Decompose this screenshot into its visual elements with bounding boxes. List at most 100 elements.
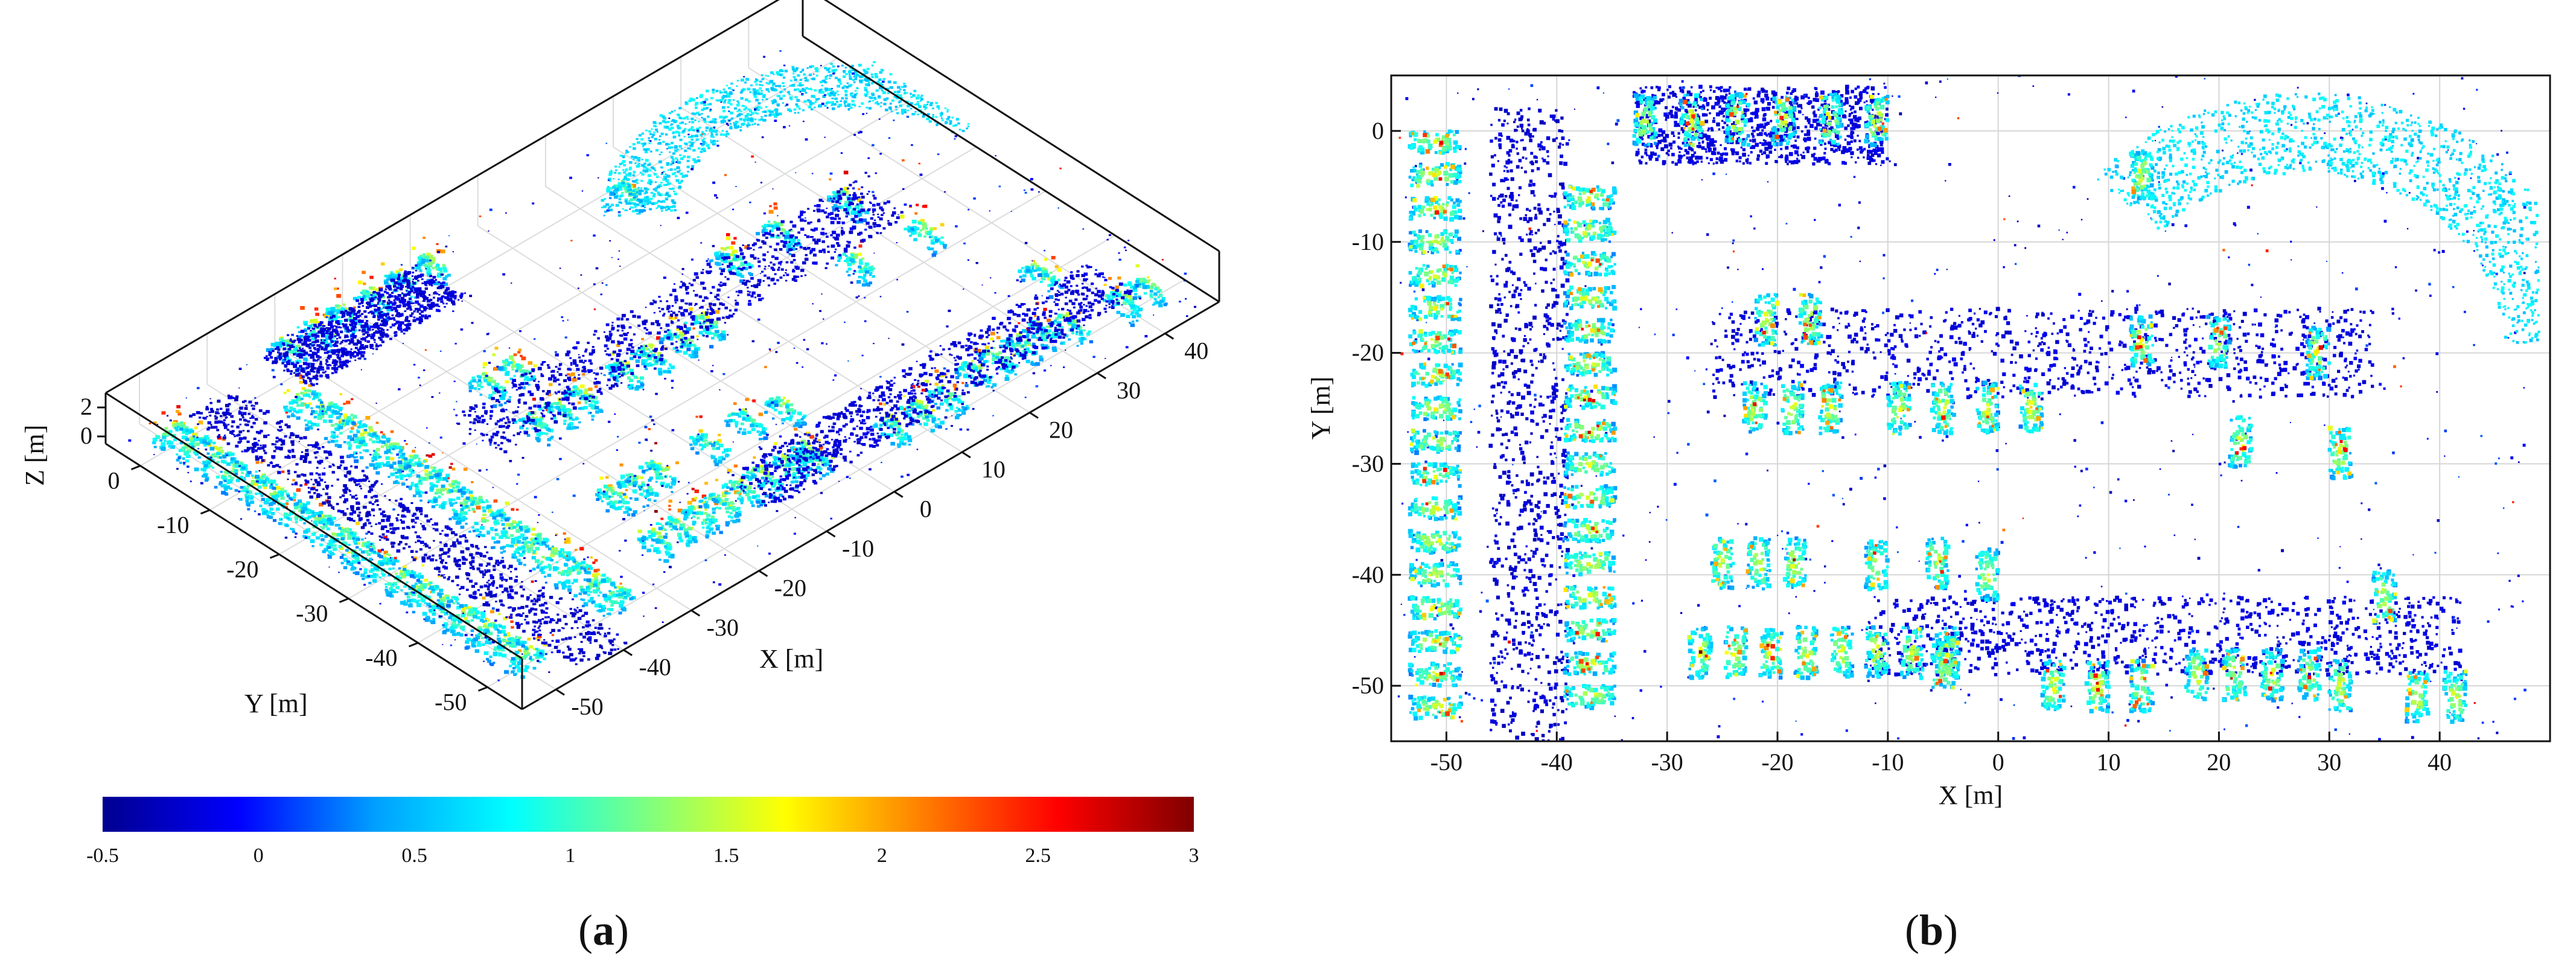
- panel-a-point: [457, 517, 461, 520]
- panel-a-point: [947, 380, 952, 384]
- panel-a-point: [823, 457, 829, 461]
- panel-a-point: [562, 651, 565, 654]
- panel-a-point: [923, 413, 928, 416]
- panel-a-point: [613, 504, 616, 507]
- panel-a-point: [568, 554, 571, 557]
- panel-a-point: [1065, 296, 1067, 299]
- panel-a-point: [829, 459, 833, 463]
- panel-a-point: [596, 572, 601, 576]
- panel-a-point: [808, 450, 812, 453]
- panel-a-point: [410, 550, 414, 553]
- panel-a-point: [512, 666, 516, 670]
- panel-a-point: [642, 535, 646, 539]
- panel-a-point: [703, 503, 708, 507]
- panel-a-point: [715, 525, 718, 527]
- panel-a-point: [992, 357, 995, 360]
- panel-a-point: [634, 497, 639, 501]
- panel-a-point: [937, 354, 940, 356]
- panel-a-point: [709, 527, 713, 531]
- panel-a-point: [582, 614, 585, 617]
- panel-a-point: [806, 450, 811, 453]
- panel-a-point: [907, 406, 910, 409]
- panel-a-point: [598, 595, 601, 597]
- panel-a-point: [786, 445, 788, 447]
- panel-a-point: [785, 463, 789, 467]
- panel-a-point: [545, 432, 549, 435]
- panel-a-point: [928, 398, 931, 401]
- panel-a-point: [608, 612, 611, 616]
- panel-a-point: [992, 340, 995, 342]
- panel-a-point: [699, 438, 703, 441]
- panel-a-point: [533, 637, 536, 640]
- panel-a-point: [589, 642, 592, 644]
- panel-a-point: [536, 542, 540, 545]
- panel-a-point: [435, 607, 438, 610]
- panel-a-point: [1060, 326, 1063, 328]
- panel-a-point: [495, 601, 497, 602]
- panel-a-point: [778, 458, 782, 461]
- panel-a-point: [1098, 272, 1101, 275]
- panel-a-point: [450, 630, 454, 633]
- panel-a-point: [934, 389, 938, 392]
- panel-a-point: [1142, 277, 1146, 281]
- panel-a-point: [1006, 345, 1010, 348]
- panel-a-point: [705, 519, 708, 521]
- panel-a-point: [992, 389, 995, 392]
- panel-a-point: [779, 493, 783, 497]
- panel-a-point: [1101, 290, 1105, 293]
- panel-a-point: [930, 239, 934, 242]
- panel-a-point: [444, 525, 449, 529]
- panel-a-point: [618, 500, 622, 503]
- panel-a-point: [779, 478, 782, 480]
- panel-a-point: [482, 596, 486, 600]
- panel-a-point: [586, 631, 590, 634]
- panel-a-point: [1108, 306, 1111, 308]
- panel-a-point: [890, 419, 895, 423]
- panel-a-point: [1125, 346, 1129, 349]
- panel-a-point: [539, 563, 543, 565]
- panel-a-point: [488, 557, 493, 560]
- panel-a-point: [735, 412, 739, 416]
- panel-a-point: [1156, 290, 1161, 293]
- panel-a-point: [812, 479, 817, 483]
- panel-a-point: [451, 633, 456, 636]
- panel-a-point: [347, 551, 351, 554]
- panel-a-point: [605, 490, 609, 493]
- panel-a-point: [771, 448, 775, 452]
- panel-a-point: [499, 511, 504, 515]
- panel-a-point: [357, 561, 361, 564]
- panel-a-point: [983, 360, 987, 363]
- panel-a-point: [437, 490, 442, 494]
- panel-a-point: [473, 502, 477, 506]
- panel-a-point: [852, 273, 855, 275]
- panel-a-point: [721, 493, 727, 497]
- panel-a-point: [492, 516, 497, 520]
- panel-a-point: [1019, 275, 1022, 278]
- panel-a-point: [779, 404, 783, 407]
- panel-a-point: [1102, 276, 1105, 278]
- panel-a-point: [1025, 359, 1030, 363]
- panel-a-point: [579, 633, 583, 636]
- panel-a-point: [791, 457, 795, 460]
- panel-a-point: [986, 328, 991, 331]
- panel-a-point: [515, 641, 520, 646]
- panel-a-point: [633, 476, 637, 479]
- panel-a-point: [541, 618, 544, 621]
- panel-a-point: [763, 471, 768, 475]
- panel-a-point: [999, 345, 1003, 348]
- panel-a-point: [748, 482, 753, 485]
- panel-a-point: [443, 630, 447, 633]
- panel-a-point: [693, 540, 698, 543]
- panel-a-point: [513, 673, 517, 676]
- panel-a-point: [1111, 301, 1114, 303]
- panel-a-point: [634, 477, 638, 480]
- panel-a-point: [1051, 333, 1055, 336]
- panel-a-point: [989, 277, 992, 279]
- panel-a-point: [509, 589, 514, 593]
- panel-a-point: [472, 529, 476, 532]
- panel-a-point: [921, 389, 925, 392]
- panel-a-point: [983, 343, 987, 346]
- panel-a-point: [779, 435, 782, 438]
- panel-a-point: [459, 633, 464, 637]
- panel-a-point: [1027, 327, 1030, 330]
